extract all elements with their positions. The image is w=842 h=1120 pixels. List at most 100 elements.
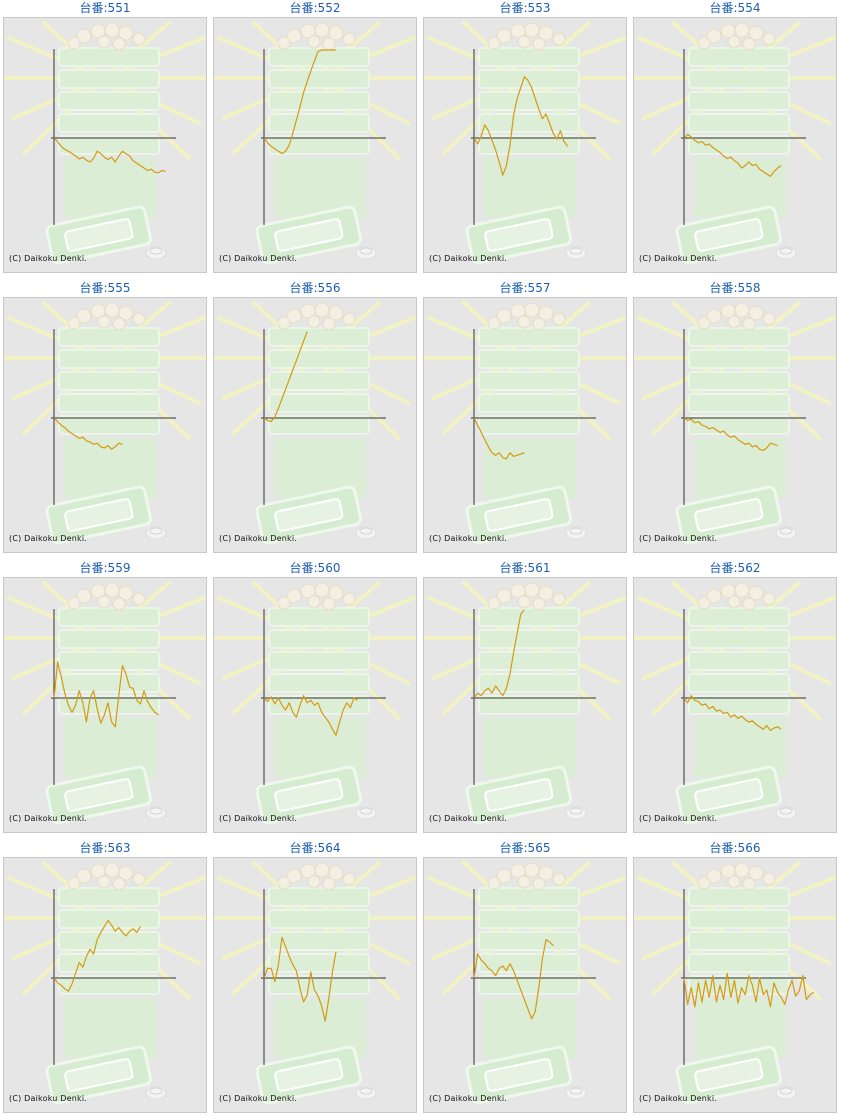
chart-svg	[4, 581, 206, 827]
chart-frame: (C) Daikoku Denki.	[633, 297, 837, 553]
chart-frame: (C) Daikoku Denki.	[213, 17, 417, 273]
chart-title[interactable]: 台番:560	[289, 561, 341, 575]
copyright-text: (C) Daikoku Denki.	[639, 534, 718, 543]
chart-frame: (C) Daikoku Denki.	[423, 297, 627, 553]
series-line	[53, 919, 141, 992]
background-illustration	[4, 21, 206, 267]
chart-panel: 台番:553 (C) Daikoku Denki.	[420, 0, 630, 280]
copyright-text: (C) Daikoku Denki.	[639, 1094, 718, 1103]
chart-frame: (C) Daikoku Denki.	[3, 297, 207, 553]
chart-title[interactable]: 台番:564	[289, 841, 341, 855]
chart-frame: (C) Daikoku Denki.	[3, 577, 207, 833]
chart-svg	[214, 21, 416, 267]
chart-panel: 台番:555 (C) Daikoku Denki.	[0, 280, 210, 560]
chart-title[interactable]: 台番:551	[79, 1, 131, 15]
chart-title[interactable]: 台番:562	[709, 561, 761, 575]
series-line	[683, 972, 814, 1008]
series-line	[683, 133, 782, 177]
background-illustration	[424, 21, 626, 267]
chart-title[interactable]: 台番:566	[709, 841, 761, 855]
series-line	[263, 694, 358, 736]
series-line	[473, 76, 569, 176]
chart-svg	[214, 581, 416, 827]
chart-panel: 台番:558 (C) Daikoku Denki.	[630, 280, 840, 560]
chart-frame: (C) Daikoku Denki.	[633, 17, 837, 273]
chart-title[interactable]: 台番:558	[709, 281, 761, 295]
series-line	[473, 417, 525, 460]
series-line	[263, 331, 308, 423]
chart-title[interactable]: 台番:561	[499, 561, 551, 575]
chart-panel: 台番:554 (C) Daikoku Denki.	[630, 0, 840, 280]
chart-svg	[4, 301, 206, 547]
chart-panel: 台番:559 (C) Daikoku Denki.	[0, 560, 210, 840]
series-line	[473, 938, 554, 1020]
chart-frame: (C) Daikoku Denki.	[633, 857, 837, 1113]
background-illustration	[4, 861, 206, 1107]
series-line	[263, 49, 336, 155]
chart-frame: (C) Daikoku Denki.	[423, 577, 627, 833]
chart-frame: (C) Daikoku Denki.	[213, 297, 417, 553]
chart-svg	[4, 21, 206, 267]
series-line	[53, 137, 166, 174]
chart-svg	[4, 861, 206, 1107]
chart-title[interactable]: 台番:555	[79, 281, 131, 295]
chart-panel: 台番:565 (C) Daikoku Denki.	[420, 840, 630, 1120]
series-line	[473, 609, 525, 699]
background-illustration	[424, 301, 626, 547]
chart-panel: 台番:551 (C) Daikoku Denki.	[0, 0, 210, 280]
chart-svg	[634, 861, 836, 1107]
chart-panel: 台番:562 (C) Daikoku Denki.	[630, 560, 840, 840]
copyright-text: (C) Daikoku Denki.	[429, 814, 508, 823]
chart-title[interactable]: 台番:565	[499, 841, 551, 855]
series-line	[683, 694, 782, 731]
background-illustration	[4, 581, 206, 827]
background-illustration	[4, 301, 206, 547]
series-line	[53, 417, 123, 450]
chart-frame: (C) Daikoku Denki.	[423, 17, 627, 273]
chart-svg	[214, 301, 416, 547]
chart-title[interactable]: 台番:559	[79, 561, 131, 575]
background-illustration	[634, 301, 836, 547]
background-illustration	[424, 581, 626, 827]
copyright-text: (C) Daikoku Denki.	[219, 1094, 298, 1103]
chart-panel: 台番:566 (C) Daikoku Denki.	[630, 840, 840, 1120]
chart-svg	[634, 301, 836, 547]
copyright-text: (C) Daikoku Denki.	[9, 534, 88, 543]
copyright-text: (C) Daikoku Denki.	[429, 534, 508, 543]
copyright-text: (C) Daikoku Denki.	[9, 254, 88, 263]
background-illustration	[634, 581, 836, 827]
copyright-text: (C) Daikoku Denki.	[219, 534, 298, 543]
chart-frame: (C) Daikoku Denki.	[213, 857, 417, 1113]
chart-frame: (C) Daikoku Denki.	[213, 577, 417, 833]
chart-svg	[424, 861, 626, 1107]
chart-title[interactable]: 台番:557	[499, 281, 551, 295]
background-illustration	[634, 21, 836, 267]
copyright-text: (C) Daikoku Denki.	[639, 814, 718, 823]
chart-title[interactable]: 台番:552	[289, 1, 341, 15]
copyright-text: (C) Daikoku Denki.	[219, 814, 298, 823]
copyright-text: (C) Daikoku Denki.	[429, 254, 508, 263]
chart-svg	[424, 21, 626, 267]
chart-panel: 台番:561 (C) Daikoku Denki.	[420, 560, 630, 840]
chart-title[interactable]: 台番:563	[79, 841, 131, 855]
chart-svg	[424, 301, 626, 547]
chart-title[interactable]: 台番:553	[499, 1, 551, 15]
series-line	[263, 936, 337, 1022]
background-illustration	[214, 301, 416, 547]
copyright-text: (C) Daikoku Denki.	[9, 814, 88, 823]
chart-title[interactable]: 台番:556	[289, 281, 341, 295]
chart-panel: 台番:552 (C) Daikoku Denki.	[210, 0, 420, 280]
series-line	[683, 417, 778, 451]
chart-frame: (C) Daikoku Denki.	[3, 857, 207, 1113]
chart-frame: (C) Daikoku Denki.	[423, 857, 627, 1113]
chart-panel: 台番:556 (C) Daikoku Denki.	[210, 280, 420, 560]
copyright-text: (C) Daikoku Denki.	[219, 254, 298, 263]
series-line	[53, 661, 159, 728]
chart-title[interactable]: 台番:554	[709, 1, 761, 15]
chart-frame: (C) Daikoku Denki.	[633, 577, 837, 833]
chart-panel: 台番:557 (C) Daikoku Denki.	[420, 280, 630, 560]
chart-svg	[424, 581, 626, 827]
chart-panel: 台番:563 (C) Daikoku Denki.	[0, 840, 210, 1120]
background-illustration	[214, 581, 416, 827]
chart-panel: 台番:564 (C) Daikoku Denki.	[210, 840, 420, 1120]
